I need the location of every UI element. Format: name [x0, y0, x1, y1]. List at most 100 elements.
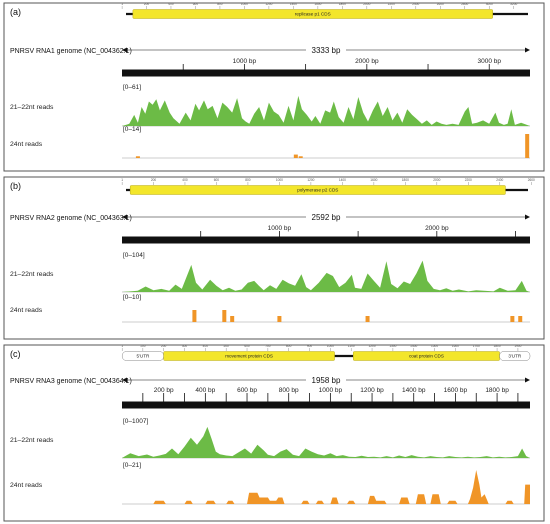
- track-name: 21–22nt reads: [10, 271, 54, 278]
- scale-tick-label: 200: [144, 2, 150, 6]
- scale-tick-label: 2800: [461, 2, 468, 6]
- scale-tick-label: 2200: [465, 178, 472, 182]
- feature-label: 5'UTR: [137, 354, 151, 359]
- arrow-right-icon: [525, 214, 530, 220]
- coverage-bar: [518, 316, 523, 322]
- panel-c: (c)1 100 200 300 400 500 600 700 800 900 1000 1100 1…: [3, 344, 545, 522]
- track-range: [0–14]: [123, 126, 141, 133]
- ruler-label: 1000 bp: [268, 225, 292, 232]
- ruler-label: 3000 bp: [477, 58, 501, 65]
- feature-label: replicase p1 CDS: [295, 12, 331, 17]
- scale-tick-label: 600: [244, 344, 250, 348]
- scale-tick-label: 2400: [412, 2, 419, 6]
- utr-feature: [499, 351, 531, 361]
- feature-label: polymerase p2 CDS: [297, 188, 338, 193]
- coverage-bar: [510, 316, 515, 322]
- scale-tick-label: 100: [140, 344, 146, 348]
- coverage-bar: [230, 316, 235, 322]
- scale-tick-label: 1200: [307, 178, 314, 182]
- coverage-bar: [298, 156, 303, 158]
- track-range: [0–21]: [123, 462, 141, 469]
- panel-frame: [3, 344, 545, 522]
- scale-tick-label: 1800: [339, 2, 346, 6]
- scale-tick-label: 2600: [528, 178, 535, 182]
- scale-tick-label: 300: [182, 344, 188, 348]
- scale-tick-label: 800: [245, 178, 251, 182]
- panel-b: (b)1 200 400 600 800 1000 1200 1400 1600 1800 2000…: [3, 176, 545, 340]
- genome-label: PNRSV RNA1 genome (NC_004362.1): [10, 48, 132, 55]
- feature-label: movement protein CDS: [225, 354, 273, 359]
- scale-tick-label: 1800: [494, 344, 501, 348]
- scale-tick-label: 700: [265, 344, 271, 348]
- track-name: 24nt reads: [10, 307, 43, 314]
- ruler-label: 1600 bp: [444, 387, 468, 394]
- scale-tick-label: 1500: [431, 344, 438, 348]
- ruler-label: 600 bp: [237, 387, 257, 394]
- scale-tick-label: 1300: [389, 344, 396, 348]
- ruler-label: 1800 bp: [485, 387, 509, 394]
- track-name: 24nt reads: [10, 141, 43, 148]
- scale-tick-label: 2400: [496, 178, 503, 182]
- coverage-area: [122, 95, 530, 126]
- track-name: 21–22nt reads: [10, 104, 54, 111]
- length-label: 3333 bp: [312, 46, 341, 55]
- scale-tick-label: 1700: [473, 344, 480, 348]
- arrow-left-icon: [122, 47, 127, 53]
- scale-tick-label: 1000: [276, 178, 283, 182]
- arrow-left-icon: [122, 377, 127, 383]
- ruler-bar: [122, 69, 530, 77]
- scale-tick-label: 1200: [265, 2, 272, 6]
- length-label: 2592 bp: [312, 213, 341, 222]
- track-name: 21–22nt reads: [10, 437, 54, 444]
- panel-a: (a)1 200 400 600 800 1000 1200 1400 1600 1800 2000…: [3, 2, 545, 172]
- scale-tick-label: 1000: [241, 2, 248, 6]
- cds-feature: [132, 9, 493, 19]
- scale-tick-label: 400: [203, 344, 209, 348]
- scale-tick-label: 1600: [452, 344, 459, 348]
- scale-tick-label: 400: [168, 2, 174, 6]
- genome-label: PNRSV RNA2 genome (NC_004363.1): [10, 215, 132, 222]
- scale-tick-label: 1: [121, 178, 123, 182]
- ruler-label: 1000 bp: [319, 387, 343, 394]
- panel-label: (b): [10, 181, 21, 191]
- scale-tick-label: 200: [151, 178, 157, 182]
- arrow-right-icon: [525, 47, 530, 53]
- coverage-bar: [365, 316, 370, 322]
- ruler-label: 200 bp: [154, 387, 174, 394]
- ruler-label: 2000 bp: [425, 225, 449, 232]
- scale-tick-label: 2000: [433, 178, 440, 182]
- track-name: 24nt reads: [10, 482, 43, 489]
- scale-tick-label: 1100: [348, 344, 355, 348]
- scale-tick-label: 3200: [510, 2, 517, 6]
- panel-label: (c): [10, 349, 21, 359]
- scale-tick-label: 1400: [339, 178, 346, 182]
- arrow-left-icon: [122, 214, 127, 220]
- coverage-bar: [192, 310, 197, 322]
- coverage-bar: [525, 134, 530, 158]
- coverage-area: [122, 426, 530, 458]
- scale-tick-label: 1800: [402, 178, 409, 182]
- cds-feature: [129, 185, 506, 195]
- panel-label: (a): [10, 7, 21, 17]
- feature-label: coat protein CDS: [409, 354, 444, 359]
- coverage-bar: [135, 156, 140, 158]
- coverage-area: [122, 470, 530, 504]
- arrow-right-icon: [525, 377, 530, 383]
- ruler-label: 1400 bp: [402, 387, 426, 394]
- cds-feature: [163, 351, 335, 361]
- feature-label: 3'UTR: [508, 354, 522, 359]
- length-label-bg: [306, 44, 346, 54]
- scale-tick-label: 400: [182, 178, 188, 182]
- coverage-area: [122, 260, 530, 292]
- scale-tick-label: 1400: [290, 2, 297, 6]
- scale-tick-label: 1400: [410, 344, 417, 348]
- panel-frame: [3, 176, 545, 340]
- scale-tick-label: 1000: [327, 344, 334, 348]
- ruler-label: 800 bp: [279, 387, 299, 394]
- scale-tick-label: 1: [121, 2, 123, 6]
- scale-tick-label: 800: [217, 2, 223, 6]
- ruler-bar: [122, 236, 530, 244]
- track-range: [0–61]: [123, 84, 141, 91]
- scale-tick-label: 1200: [369, 344, 376, 348]
